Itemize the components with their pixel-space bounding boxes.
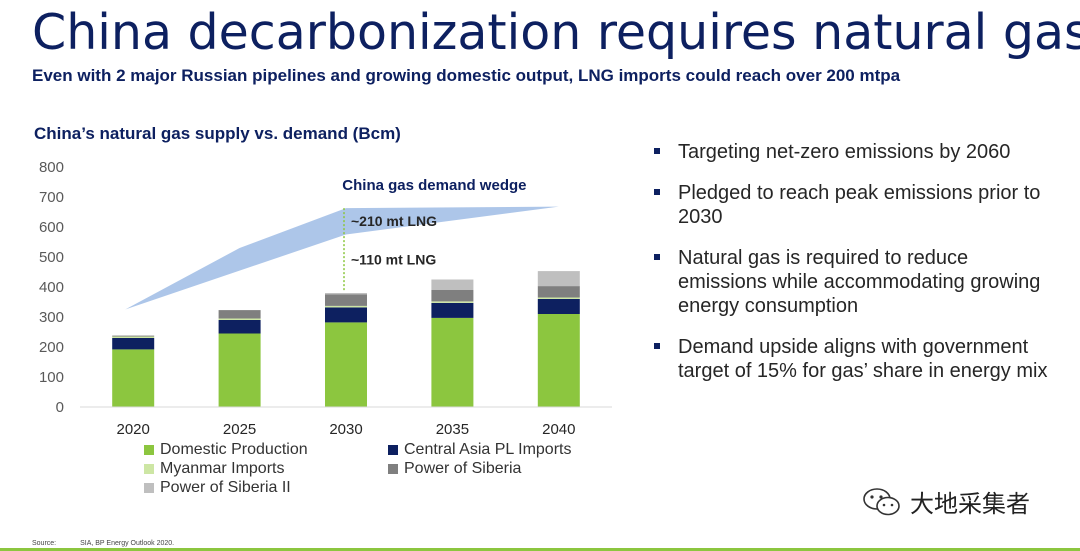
x-tick-label: 2035 (436, 421, 469, 438)
x-tick-label: 2025 (223, 421, 256, 438)
watermark-text: 大地采集者 (910, 491, 1030, 518)
bullet-text: Natural gas is required to reduce emissi… (678, 247, 1041, 317)
bottom-accent-line (0, 548, 1080, 551)
bar-segment (112, 336, 155, 338)
wechat-icon (863, 487, 900, 515)
y-tick-label: 200 (39, 339, 64, 356)
y-tick-label: 100 (39, 369, 64, 386)
y-tick-label: 600 (39, 219, 64, 236)
legend-item: Central Asia PL Imports (388, 441, 571, 459)
legend-label: Power of Siberia II (160, 479, 291, 496)
bar-segment (112, 349, 155, 407)
bar-segment (537, 297, 580, 299)
x-tick-label: 2020 (117, 421, 150, 438)
bar-segment (537, 314, 580, 407)
bar-segment (218, 320, 261, 334)
legend-label: Myanmar Imports (160, 460, 285, 477)
bullet-text: Pledged to reach peak emissions prior to… (678, 182, 1041, 228)
demand-wedge-layer: China gas demand wedge (125, 177, 559, 310)
legend-label: Power of Siberia (404, 460, 522, 477)
bullet-marker-icon (654, 189, 660, 195)
source-label: Source: (32, 540, 57, 547)
bar-segment (218, 310, 261, 319)
lng-annotation-label: ~110 mt LNG (351, 252, 436, 268)
bar-segment (325, 293, 367, 295)
bar-segment (431, 302, 474, 318)
legend-item: Domestic Production (144, 441, 308, 459)
bar-segment (537, 286, 580, 298)
demand-wedge-label: China gas demand wedge (342, 177, 526, 194)
bar-segment (218, 333, 261, 407)
bar-segment (325, 305, 367, 308)
y-tick-label: 800 (39, 159, 64, 176)
bar-segment (431, 279, 474, 290)
bar-segment (537, 271, 580, 287)
legend-item: Power of Siberia II (144, 479, 291, 497)
watermark: 大地采集者 (862, 484, 1030, 519)
bullet-marker-icon (654, 254, 660, 260)
y-tick-label: 0 (56, 399, 64, 416)
demand-wedge (125, 206, 559, 310)
legend-swatch (388, 445, 398, 455)
bullet-text: Demand upside aligns with government tar… (678, 336, 1048, 382)
bullet-list: Targeting net-zero emissions by 2060 Pled… (650, 140, 1050, 400)
legend-swatch (144, 445, 154, 455)
legend-label: Central Asia PL Imports (404, 441, 572, 458)
bullet-item: Targeting net-zero emissions by 2060 (650, 140, 1050, 164)
bar-segment (112, 338, 155, 350)
bullet-item: Natural gas is required to reduce emissi… (650, 246, 1050, 318)
bar-segment (218, 318, 261, 320)
x-tick-label: 2040 (542, 421, 575, 438)
x-tick-label: 2030 (329, 421, 362, 438)
chart-title: China’s natural gas supply vs. demand (B… (34, 124, 401, 143)
y-axis: 0 100 200 300 400 500 600 700 800 (39, 159, 64, 416)
legend-label: Domestic Production (160, 441, 308, 458)
y-tick-label: 700 (39, 189, 64, 206)
legend-item: Power of Siberia (388, 460, 521, 478)
lng-annotation-label: ~210 mt LNG (351, 213, 437, 229)
bullet-item: Pledged to reach peak emissions prior to… (650, 181, 1050, 229)
y-tick-label: 400 (39, 279, 64, 296)
bullet-item: Demand upside aligns with government tar… (650, 335, 1050, 383)
y-tick-label: 500 (39, 249, 64, 266)
legend-swatch (144, 483, 154, 493)
bar-segment (431, 301, 474, 303)
stacked-bar-chart: 0 100 200 300 400 500 600 700 800 China gas dema… (39, 159, 612, 438)
bar-segment (112, 335, 155, 337)
page-title: China decarbonization requires natural g… (32, 4, 1080, 61)
bar-segment (325, 322, 367, 407)
bar-segment (325, 307, 367, 323)
source-text: SIA, BP Energy Outlook 2020. (80, 540, 175, 547)
bullet-marker-icon (654, 148, 660, 154)
bar-segment (431, 290, 474, 302)
bullet-marker-icon (654, 343, 660, 349)
bar-segment (537, 299, 580, 314)
x-axis: 2020 2025 2030 2035 2040 (80, 406, 612, 438)
y-tick-label: 300 (39, 309, 64, 326)
legend-item: Myanmar Imports (144, 460, 284, 478)
legend-swatch (388, 464, 398, 474)
page-subtitle: Even with 2 major Russian pipelines and … (32, 66, 901, 85)
bar-segment (325, 294, 367, 306)
bars-layer (112, 271, 580, 407)
source-note: Source: SIA, BP Energy Outlook 2020. (32, 540, 174, 547)
bullet-text: Targeting net-zero emissions by 2060 (678, 141, 1011, 163)
bar-segment (431, 317, 474, 407)
legend-swatch (144, 464, 154, 474)
annotations-layer: ~210 mt LNG ~110 mt LNG (343, 208, 437, 292)
